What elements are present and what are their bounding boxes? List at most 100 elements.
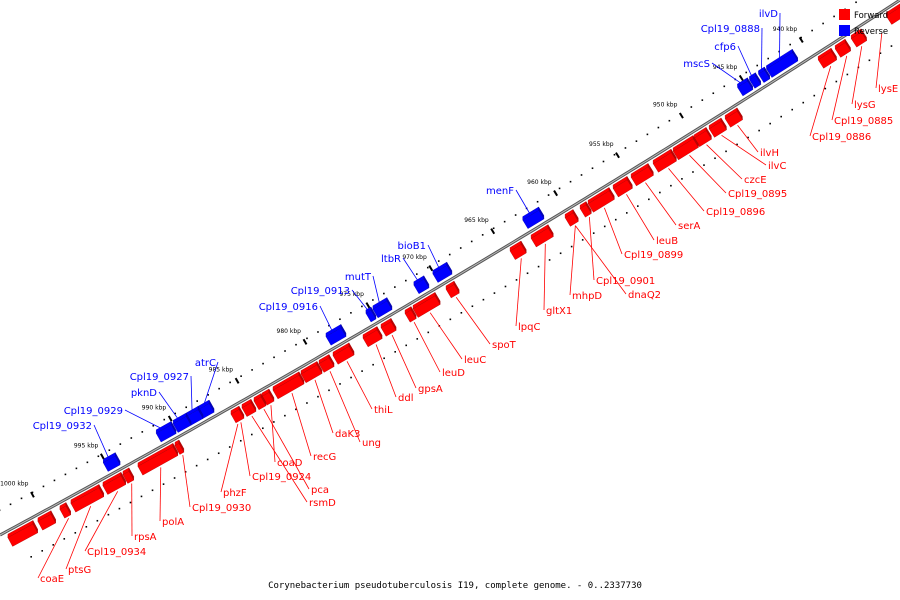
minor-tick — [130, 437, 133, 439]
forward-gene — [612, 175, 633, 198]
outer-minor-tick — [118, 507, 121, 510]
forward-gene — [817, 47, 837, 69]
outer-minor-tick — [372, 363, 374, 366]
minor-tick — [394, 286, 396, 288]
minor-tick — [536, 200, 539, 203]
forward-gene-35-label: ptsG — [68, 565, 91, 576]
major-tick — [167, 415, 173, 422]
outer-minor-tick — [603, 225, 606, 228]
major-tick — [490, 228, 496, 235]
minor-tick — [31, 491, 34, 494]
outer-minor-tick — [295, 408, 297, 411]
forward-gene-18-label: leuC — [464, 355, 486, 366]
tick-layer: 940 kbp 945 kbp 950 kbp 955 kbp 960 kbp 965 k… — [0, 1, 893, 558]
reverse-gene-2-label: cfp6 — [714, 42, 736, 53]
reverse-gene-6-label: ltbR — [381, 254, 401, 265]
forward-gene — [693, 126, 712, 148]
forward-gene — [380, 317, 397, 337]
minor-tick — [119, 443, 122, 445]
minor-tick — [207, 394, 209, 396]
outer-minor-tick — [328, 389, 330, 392]
forward-gene-21: ddl — [375, 344, 413, 404]
forward-legend-label: Forward — [854, 11, 888, 21]
forward-gene-26-label: coaD — [277, 458, 303, 469]
reverse-gene-13-label: Cpl19_0929 — [64, 406, 123, 417]
forward-gene-5: ilvC — [721, 134, 786, 172]
major-tick — [428, 265, 434, 272]
forward-gene-15: gltX1 — [543, 243, 572, 317]
outer-minor-tick — [714, 157, 716, 160]
forward-gene — [724, 107, 743, 128]
minor-tick — [679, 113, 682, 115]
outer-minor-tick — [184, 471, 187, 473]
reverse-gene — [749, 71, 762, 89]
tick-label: 950 kbp — [653, 102, 678, 109]
forward-gene — [7, 519, 38, 547]
forward-gene-12: Cpl19_0901 — [588, 217, 655, 287]
outer-minor-tick — [824, 87, 827, 90]
minor-tick — [569, 180, 572, 183]
minor-tick — [855, 1, 857, 4]
map-caption: Corynebacterium pseudotuberculosis I19, … — [268, 581, 642, 591]
forward-gene-29: Cpl19_0924 — [240, 422, 311, 483]
reverse-gene-4-label: menF — [486, 186, 514, 197]
outer-minor-tick — [758, 129, 760, 132]
forward-gene-3: Cpl19_0886 — [809, 66, 871, 143]
minor-tick — [196, 400, 198, 402]
outer-minor-tick — [835, 80, 838, 83]
major-tick — [553, 190, 559, 197]
forward-gene — [850, 28, 867, 48]
tick-label: 965 kbp — [464, 217, 489, 224]
forward-gene — [708, 117, 727, 138]
tick-label: 945 kbp — [713, 64, 738, 71]
outer-minor-tick — [350, 376, 352, 379]
forward-gene — [652, 148, 677, 173]
outer-minor-tick — [140, 495, 143, 498]
minor-tick — [646, 133, 649, 136]
major-tick — [99, 453, 105, 460]
forward-gene-30-label: phzF — [223, 488, 247, 499]
forward-gene-17-label: spoT — [492, 340, 517, 351]
tick-label: 940 kbp — [773, 26, 798, 33]
outer-minor-tick — [736, 143, 738, 146]
minor-tick — [503, 220, 506, 223]
forward-gene-22: thiL — [346, 361, 393, 416]
minor-tick — [141, 431, 144, 433]
forward-gene-24-label: daK3 — [335, 429, 360, 440]
forward-gene-29-label: Cpl19_0924 — [252, 472, 311, 483]
outer-minor-tick — [670, 184, 672, 187]
outer-minor-tick — [52, 544, 55, 546]
forward-gene-0: lysE — [875, 33, 898, 95]
minor-tick — [295, 343, 297, 346]
forward-gene-21-label: ddl — [398, 393, 413, 404]
reverse-gene-7-label: mutT — [345, 272, 372, 283]
outer-minor-tick — [217, 452, 220, 455]
forward-gene-7-label: Cpl19_0895 — [728, 189, 787, 200]
minor-tick — [152, 424, 155, 427]
outer-minor-tick — [228, 446, 231, 448]
minor-tick — [9, 503, 12, 506]
forward-gene-9-label: serA — [678, 221, 700, 232]
forward-gene — [564, 208, 579, 227]
outer-minor-tick — [648, 198, 650, 201]
forward-gene-25: recG — [291, 393, 336, 463]
minor-tick — [613, 153, 616, 156]
outer-minor-tick — [515, 279, 518, 281]
minor-tick — [273, 356, 275, 359]
minor-tick — [789, 43, 791, 46]
reverse-gene — [172, 412, 192, 433]
forward-gene — [241, 398, 257, 417]
forward-gene-31: Cpl19_0930 — [182, 455, 251, 514]
forward-gene-9: serA — [645, 182, 700, 232]
outer-minor-tick — [361, 370, 363, 372]
minor-tick — [723, 85, 726, 88]
forward-gene-1: lysG — [851, 46, 876, 111]
reverse-gene — [102, 451, 121, 472]
outer-minor-tick — [570, 245, 573, 248]
outer-minor-tick — [559, 252, 562, 255]
backbone-layer — [0, 0, 900, 537]
reverse-gene — [365, 306, 377, 323]
tick-label: 955 kbp — [589, 141, 614, 148]
outer-minor-tick — [692, 171, 694, 173]
minor-tick — [262, 362, 264, 365]
